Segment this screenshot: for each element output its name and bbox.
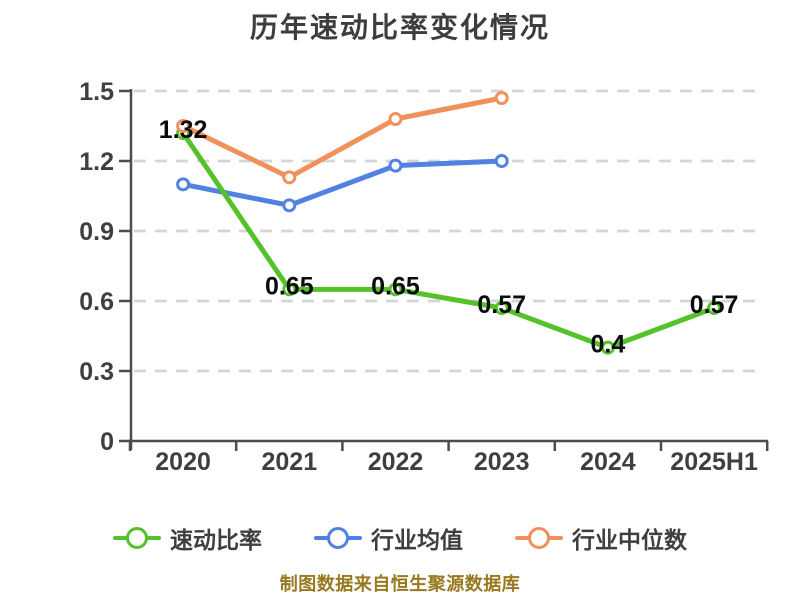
quick-ratio-line: [180, 130, 717, 351]
x-tick-label: 2021: [261, 448, 317, 476]
quick-ratio-point-2022: [388, 282, 403, 297]
legend-label-industry-average: 行业均值: [371, 527, 463, 553]
quick-ratio-value-label: 0.57: [690, 291, 739, 319]
legend-marker-industry-average-icon: [314, 523, 362, 553]
data-source-note: 制图数据来自恒生聚源数据库: [279, 574, 521, 594]
y-tick-label: 0: [100, 428, 114, 456]
quick-ratio-line-chart: 0 0.3 0.6 0.9 1.2 1.5 2020 2021 2022 2023 2024 2025…: [79, 78, 769, 476]
industry-median-point-2023: [494, 91, 509, 105]
quick-ratio-point-2021: [282, 282, 297, 297]
industry-median-point-2020: [176, 119, 191, 133]
industry-median-point-2021: [282, 170, 297, 185]
industry-median-line: [180, 95, 505, 180]
industry-average-line: [180, 158, 505, 208]
y-tick-label: 0.9: [79, 218, 114, 246]
quick-ratio-value-label: 0.4: [591, 331, 626, 359]
legend-item-industry-average: 行业均值: [314, 521, 463, 555]
quick-ratio-point-2025H1: [707, 301, 722, 315]
chart-title: 历年速动比率变化情况: [249, 12, 550, 43]
legend-marker-industry-median-icon: [515, 523, 563, 553]
x-tick-label: 2023: [474, 448, 530, 476]
y-tick-label: 0.6: [79, 288, 114, 316]
quick-ratio-point-2023: [494, 301, 509, 315]
industry-average-point-2021: [282, 198, 297, 213]
legend-item-industry-median: 行业中位数: [515, 521, 687, 555]
quick-ratio-point-2024: [600, 340, 615, 355]
y-tick-label: 1.5: [79, 78, 114, 106]
legend-label-industry-median: 行业中位数: [572, 527, 687, 553]
industry-average-point-2022: [388, 158, 403, 173]
legend-marker-quick-ratio-icon: [113, 523, 161, 553]
legend: 速动比率 行业均值 行业中位数: [0, 521, 800, 555]
quick-ratio-value-label: 0.57: [477, 291, 526, 319]
quick-ratio-value-label: 0.65: [265, 272, 314, 300]
legend-item-quick-ratio: 速动比率: [113, 521, 262, 555]
x-tick-label: 2025H1: [670, 448, 758, 476]
industry-average-point-2023: [494, 154, 509, 168]
x-tick-label: 2022: [368, 448, 424, 476]
y-tick-label: 0.3: [79, 358, 114, 386]
x-tick-label: 2024: [580, 448, 636, 476]
industry-average-point-2020: [176, 177, 191, 192]
quick-ratio-value-label: 1.32: [159, 116, 208, 144]
industry-median-point-2022: [388, 112, 403, 126]
x-tick-label: 2020: [155, 448, 211, 476]
legend-label-quick-ratio: 速动比率: [170, 527, 262, 553]
quick-ratio-value-label: 0.65: [371, 272, 420, 300]
y-tick-label: 1.2: [79, 148, 114, 176]
